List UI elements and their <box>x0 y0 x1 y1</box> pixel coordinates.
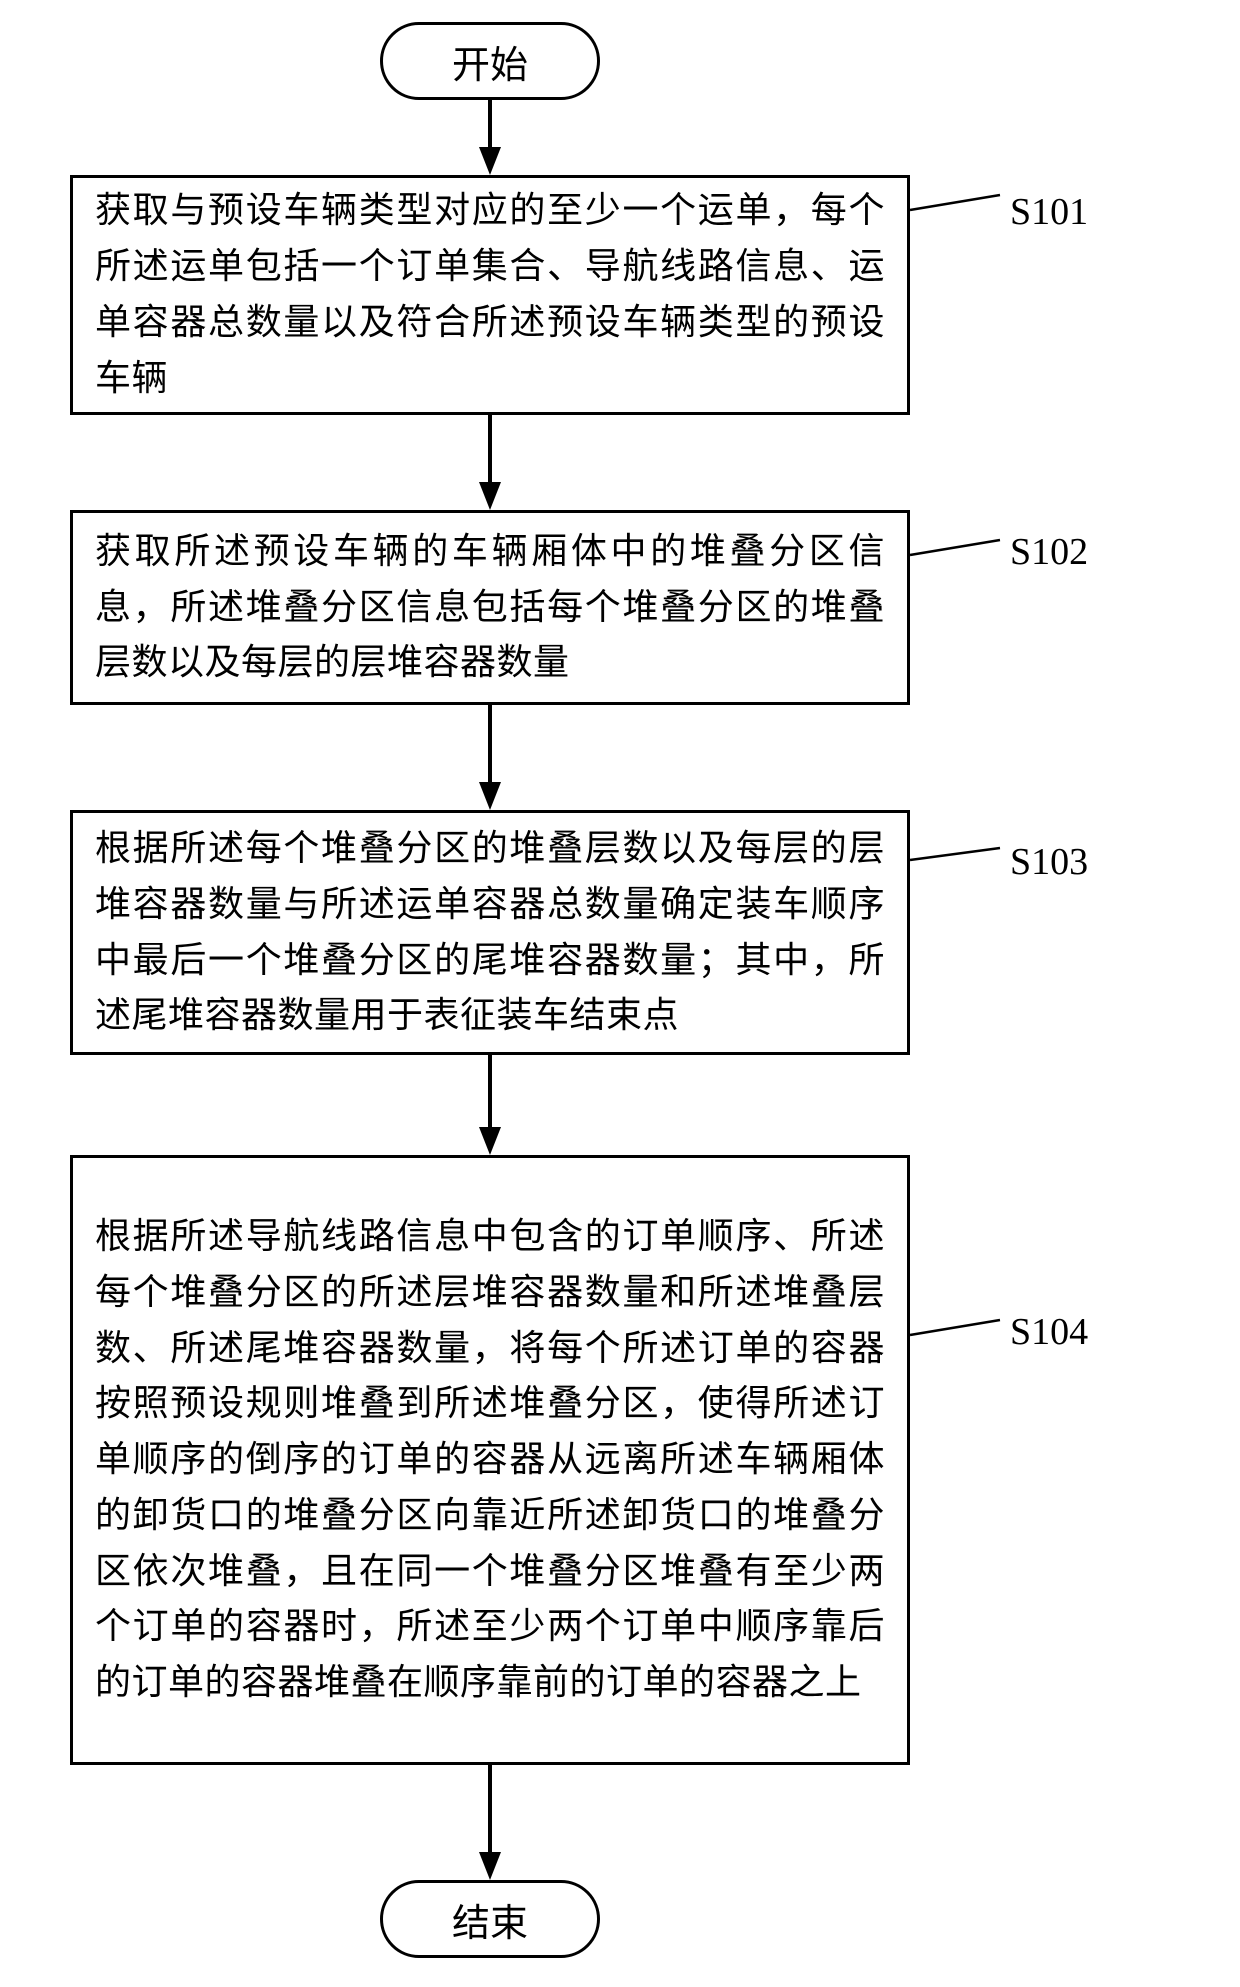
terminal-start: 开始 <box>380 22 600 100</box>
step-label-s104: S104 <box>1010 1310 1088 1354</box>
process-s103-text: 根据所述每个堆叠分区的堆叠层数以及每层的层堆容器数量与所述运单容器总数量确定装车… <box>95 821 885 1044</box>
flowchart-canvas: 开始 获取与预设车辆类型对应的至少一个运单，每个所述运单包括一个订单集合、导航线… <box>0 0 1240 1987</box>
process-s104: 根据所述导航线路信息中包含的订单顺序、所述每个堆叠分区的所述层堆容器数量和所述堆… <box>70 1155 910 1765</box>
step-label-s103: S103 <box>1010 840 1088 884</box>
step-label-s102: S102 <box>1010 530 1088 574</box>
step-label-s101: S101 <box>1010 190 1088 234</box>
terminal-end-text: 结束 <box>452 1892 528 1947</box>
terminal-start-text: 开始 <box>452 34 528 89</box>
terminal-end: 结束 <box>380 1880 600 1958</box>
process-s101-text: 获取与预设车辆类型对应的至少一个运单，每个所述运单包括一个订单集合、导航线路信息… <box>95 183 885 406</box>
process-s102-text: 获取所述预设车辆的车辆厢体中的堆叠分区信息，所述堆叠分区信息包括每个堆叠分区的堆… <box>95 524 885 691</box>
process-s104-text: 根据所述导航线路信息中包含的订单顺序、所述每个堆叠分区的所述层堆容器数量和所述堆… <box>95 1209 885 1711</box>
process-s103: 根据所述每个堆叠分区的堆叠层数以及每层的层堆容器数量与所述运单容器总数量确定装车… <box>70 810 910 1055</box>
process-s102: 获取所述预设车辆的车辆厢体中的堆叠分区信息，所述堆叠分区信息包括每个堆叠分区的堆… <box>70 510 910 705</box>
process-s101: 获取与预设车辆类型对应的至少一个运单，每个所述运单包括一个订单集合、导航线路信息… <box>70 175 910 415</box>
